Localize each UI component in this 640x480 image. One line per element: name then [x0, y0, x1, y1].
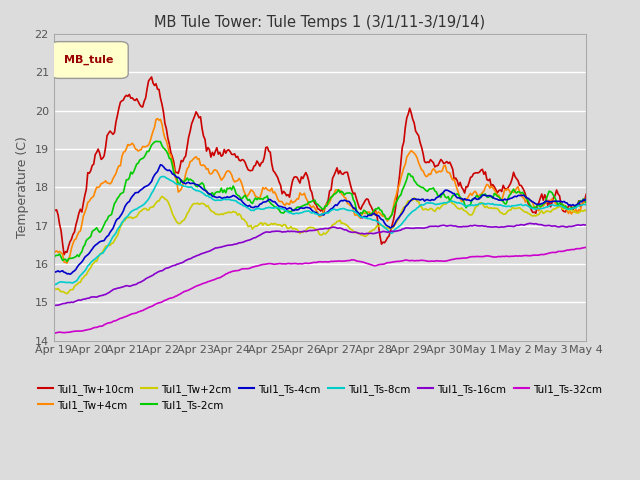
FancyBboxPatch shape	[51, 42, 128, 78]
Legend: Tul1_Tw+10cm, Tul1_Tw+4cm, Tul1_Tw+2cm, Tul1_Ts-2cm, Tul1_Ts-4cm, Tul1_Ts-8cm, T: Tul1_Tw+10cm, Tul1_Tw+4cm, Tul1_Tw+2cm, …	[33, 380, 607, 415]
Y-axis label: Temperature (C): Temperature (C)	[16, 136, 29, 238]
Text: MB_tule: MB_tule	[63, 55, 113, 65]
Title: MB Tule Tower: Tule Temps 1 (3/1/11-3/19/14): MB Tule Tower: Tule Temps 1 (3/1/11-3/19…	[154, 15, 486, 30]
